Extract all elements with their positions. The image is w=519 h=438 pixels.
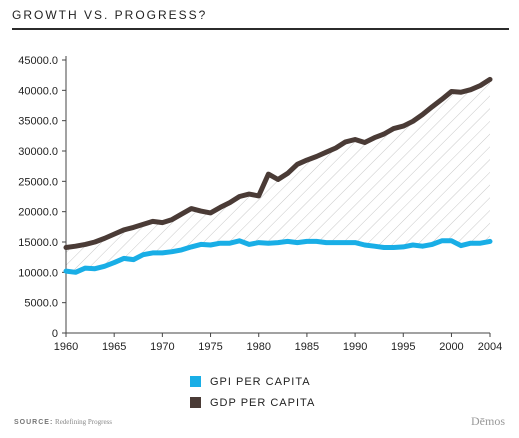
y-tick-label: 30000.0 [18,146,58,158]
x-tick-label: 2000 [439,341,463,353]
y-tick-label: 40000.0 [18,85,58,97]
x-tick-label: 1960 [54,341,78,353]
y-tick-label: 25000.0 [18,176,58,188]
title-underline [12,28,509,30]
y-tick-label: 20000.0 [18,207,58,219]
x-tick-label: 2004 [478,341,502,353]
gdp-series-line [63,76,493,250]
brand-logo: Dēmos [471,414,505,428]
x-tick-label: 1970 [150,341,174,353]
y-tick-label: 5000.0 [24,298,58,310]
y-tick-label: 45000.0 [18,55,58,67]
x-tick-label: 1995 [391,341,415,353]
y-tick-label: 35000.0 [18,116,58,128]
x-tick-label: 1975 [198,341,222,353]
legend-gdp-label: GDP PER CAPITA [210,397,315,409]
y-tick-label: 10000.0 [18,267,58,279]
source-label: SOURCE: [14,419,54,426]
legend-gdp-swatch [190,397,201,408]
chart-title: GROWTH VS. PROGRESS? [12,8,208,22]
legend-gpi-label: GPI PER CAPITA [210,376,311,388]
source-note: SOURCE: Redefining Progress [14,418,112,426]
y-tick-label: 15000.0 [18,237,58,249]
legend-gpi-swatch [190,376,201,387]
x-tick-label: 1985 [295,341,319,353]
gpi-series-line [63,238,493,275]
x-tick-label: 1965 [102,341,126,353]
source-text: Redefining Progress [55,418,112,426]
gap-area [66,79,490,273]
x-tick-label: 1980 [246,341,270,353]
y-tick-label: 0 [52,328,58,340]
x-tick-label: 1990 [343,341,367,353]
